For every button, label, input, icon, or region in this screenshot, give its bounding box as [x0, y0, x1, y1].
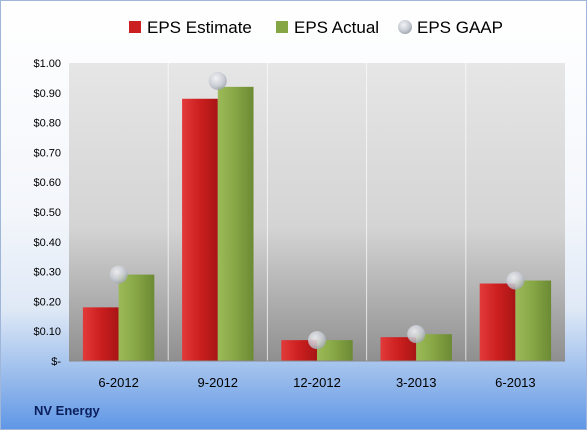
bar-eps-estimate [479, 283, 516, 361]
gridlines [167, 63, 467, 361]
bar-eps-estimate [380, 337, 417, 361]
y-axis-ticks: $- $0.10 $0.20 $0.30 $0.40 $0.50 $0.60 $0.70 $0.… [33, 58, 61, 368]
bar-eps-actual [515, 280, 552, 361]
gaap-markers [109, 71, 525, 350]
y-tick-label: $0.10 [33, 326, 61, 338]
y-tick-label: $0.80 [33, 118, 61, 130]
x-tick-label: 12-2012 [293, 375, 341, 390]
gaap-marker [308, 331, 326, 350]
x-tick-label: 6-2012 [98, 375, 138, 390]
gaap-marker [109, 265, 128, 284]
y-tick-label: $0.60 [33, 177, 61, 189]
gaap-marker [407, 325, 426, 344]
legend-swatch [398, 20, 412, 34]
y-tick-label: $1.00 [33, 58, 61, 70]
x-tick-label: 6-2013 [495, 375, 535, 390]
gaap-marker [506, 271, 525, 290]
y-tick-label: $0.70 [33, 147, 61, 159]
legend-label: EPS Actual [294, 18, 379, 37]
x-tick-label: 9-2012 [198, 375, 238, 390]
bars [82, 86, 552, 361]
legend-label: EPS Estimate [147, 18, 252, 37]
legend: EPS Estimate EPS Actual EPS GAAP [129, 18, 503, 37]
bar-eps-estimate [182, 98, 218, 361]
legend-label: EPS GAAP [417, 18, 503, 37]
bar-eps-estimate [82, 307, 119, 361]
y-tick-label: $0.30 [33, 267, 61, 279]
legend-swatch [276, 21, 288, 33]
y-tick-label: $0.20 [33, 296, 61, 308]
legend-swatch [129, 21, 141, 33]
x-tick-label: 3-2013 [396, 375, 436, 390]
bar-eps-actual [217, 86, 254, 361]
y-tick-label: $0.50 [33, 207, 61, 219]
bar-eps-actual [118, 274, 155, 361]
bar-eps-estimate [281, 340, 317, 361]
bar-eps-actual [317, 340, 353, 361]
x-axis-ticks: 6-2012 9-2012 12-2012 3-2013 6-2013 [98, 375, 535, 390]
gaap-marker [208, 71, 227, 90]
y-tick-label: $- [51, 356, 61, 368]
y-tick-label: $0.90 [33, 88, 61, 100]
company-label: NV Energy [34, 403, 100, 418]
y-tick-label: $0.40 [33, 237, 61, 249]
